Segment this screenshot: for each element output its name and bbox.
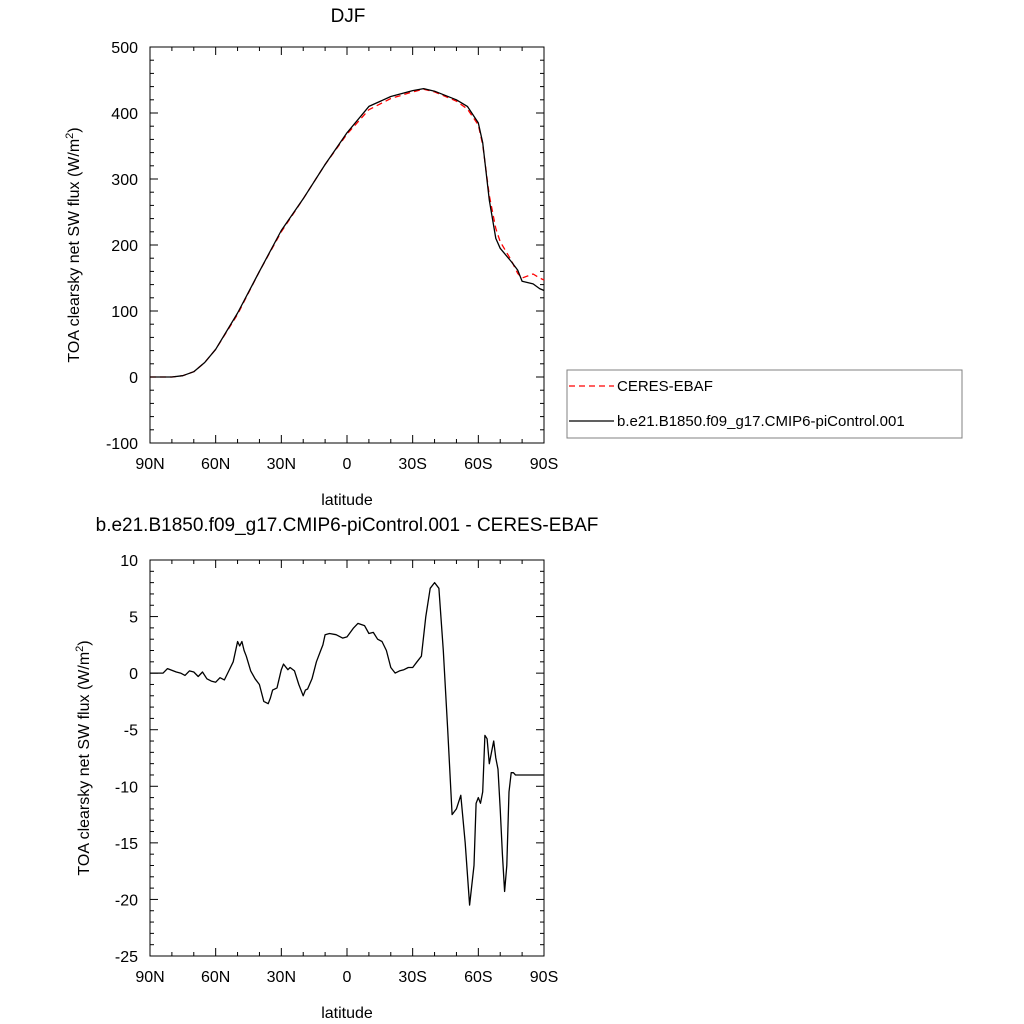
bottom-ylabel-main: TOA clearsky net SW flux (W/m (76, 652, 93, 876)
bottom-plot-ylabel: TOA clearsky net SW flux (W/m2) (74, 640, 93, 875)
x-tick-label: 30S (398, 969, 426, 986)
top-ylabel-end: ) (66, 127, 83, 132)
top-plot-legend: CERES-EBAF b.e21.B1850.f09_g17.CMIP6-piC… (566, 369, 963, 439)
x-tick-label: 90S (530, 456, 558, 473)
x-tick-label: 30N (267, 456, 296, 473)
bottom-plot-frame (149, 559, 545, 957)
x-tick-label: 60N (201, 969, 230, 986)
x-tick-label: 30N (267, 969, 296, 986)
legend-label-model: b.e21.B1850.f09_g17.CMIP6-piControl.001 (617, 413, 905, 430)
bottom-plot-xlabel: latitude (321, 1005, 373, 1022)
y-tick-label: 0 (129, 370, 138, 387)
y-tick-label: 500 (111, 40, 138, 57)
legend-label-ceres: CERES-EBAF (617, 378, 713, 395)
y-tick-label: -100 (106, 436, 138, 453)
y-tick-label: -10 (115, 779, 138, 796)
y-tick-label: 100 (111, 304, 138, 321)
top-plot-ylabel: TOA clearsky net SW flux (W/m2) (64, 127, 83, 362)
x-tick-label: 90N (135, 456, 164, 473)
y-tick-label: 5 (129, 610, 138, 627)
x-tick-label: 60S (464, 456, 492, 473)
bottom-plot-title: b.e21.B1850.f09_g17.CMIP6-piControl.001 … (96, 515, 599, 536)
y-tick-label: 300 (111, 172, 138, 189)
y-tick-label: -25 (115, 949, 138, 966)
y-tick-label: 10 (120, 553, 138, 570)
bottom-plot-series (150, 581, 544, 906)
x-tick-label: 30S (398, 456, 426, 473)
x-tick-label: 0 (343, 456, 352, 473)
series-line-b-e21-b1850-f09-g17-cmip6-picontrol-001 (150, 87, 545, 378)
series-line-difference-0 (150, 581, 544, 906)
top-plot-xlabel: latitude (321, 492, 373, 509)
x-tick-label: 0 (343, 969, 352, 986)
y-tick-label: -5 (124, 723, 138, 740)
top-plot-series (150, 87, 545, 378)
y-tick-label: -20 (115, 892, 138, 909)
y-tick-label: 200 (111, 238, 138, 255)
bottom-ylabel-end: ) (76, 640, 93, 645)
top-plot-panel: DJF 90N 60N 30N 0 30S 60S 90S -100 0 100 200 300 400… (64, 6, 558, 509)
y-tick-label: 400 (111, 106, 138, 123)
bottom-plot-panel: b.e21.B1850.f09_g17.CMIP6-piControl.001 … (74, 515, 598, 1022)
x-tick-label: 90S (530, 969, 558, 986)
y-tick-label: -15 (115, 836, 138, 853)
top-ylabel-main: TOA clearsky net SW flux (W/m (66, 139, 83, 363)
top-plot-title: DJF (331, 6, 366, 27)
y-tick-label: 0 (129, 666, 138, 683)
top-plot-ticks: 90N 60N 30N 0 30S 60S 90S -100 0 100 200 300 400 500 (106, 40, 558, 473)
x-tick-label: 60S (464, 969, 492, 986)
bottom-plot-ticks: 90N 60N 30N 0 30S 60S 90S -25 -20 -15 -10 -5 0 5 10 (115, 553, 558, 986)
x-tick-label: 60N (201, 456, 230, 473)
x-tick-label: 90N (135, 969, 164, 986)
top-plot-frame (149, 46, 545, 444)
legend-box (566, 369, 963, 439)
bottom-ylabel-sup: 2 (74, 646, 86, 652)
top-ylabel-sup: 2 (64, 133, 76, 139)
